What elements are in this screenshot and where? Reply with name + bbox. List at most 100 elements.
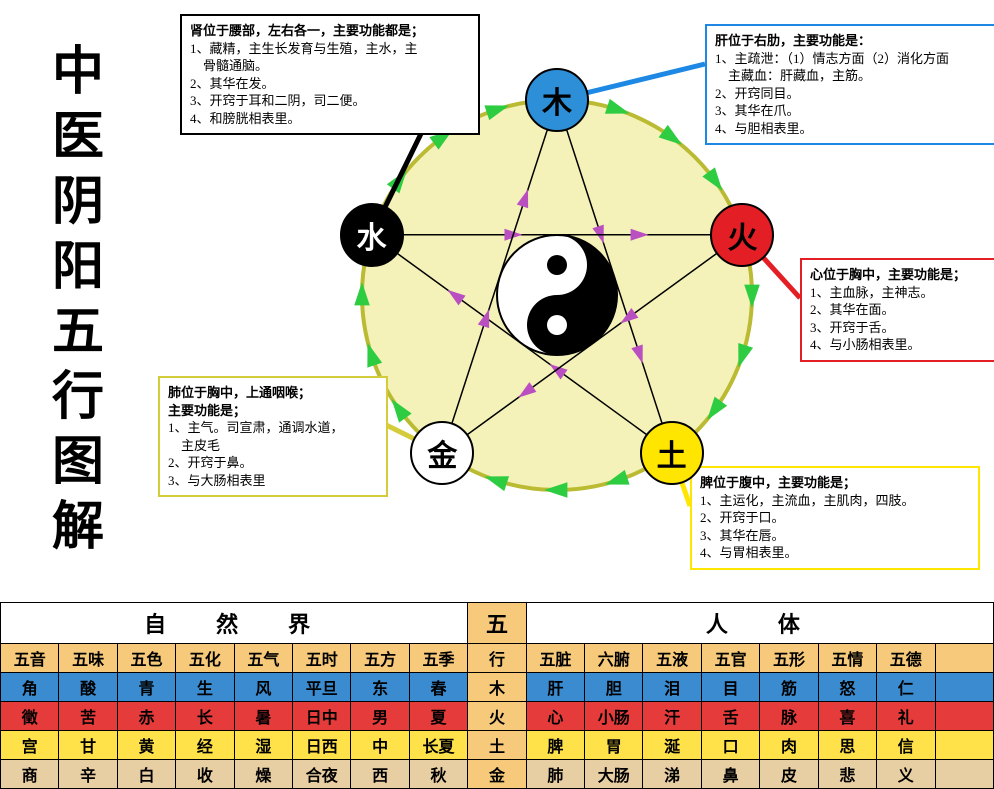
table-cell: 白	[117, 760, 175, 789]
table-header-cell: 五味	[59, 644, 117, 673]
table-cell: 信	[877, 731, 935, 760]
table-header-cell: 六腑	[585, 644, 643, 673]
table-cell: 酸	[59, 673, 117, 702]
table-header-cell: 行	[468, 644, 526, 673]
table-cell: 春	[409, 673, 467, 702]
table-header-cell: 五德	[877, 644, 935, 673]
element-earth: 土	[640, 421, 704, 485]
table-header-cell: 五音	[1, 644, 59, 673]
section-header-cell: 自 然 界	[1, 603, 468, 644]
table-cell: 男	[351, 702, 409, 731]
table-header-cell: 五官	[701, 644, 759, 673]
table-cell: 土	[468, 731, 526, 760]
correspondence-table: 自 然 界五人 体五音五味五色五化五气五时五方五季行五脏六腑五液五官五形五情五德…	[0, 602, 994, 789]
section-header-cell: 五	[468, 603, 526, 644]
table-cell: 汗	[643, 702, 701, 731]
table-row: 宫甘黄经湿日西中长夏土脾胃涎口肉思信	[1, 731, 994, 760]
table-cell: 筋	[760, 673, 818, 702]
table-cell: 西	[351, 760, 409, 789]
table-cell	[935, 673, 994, 702]
table-cell: 义	[877, 760, 935, 789]
info-heart-title: 心位于胸中，主要功能是；	[810, 267, 966, 282]
table-section-header: 自 然 界五人 体	[1, 603, 994, 644]
table-cell: 赤	[117, 702, 175, 731]
table-cell: 礼	[877, 702, 935, 731]
table-cell: 涎	[643, 731, 701, 760]
table-cell: 角	[1, 673, 59, 702]
table-cell: 泪	[643, 673, 701, 702]
table-cell: 风	[234, 673, 292, 702]
table-cell: 脾	[526, 731, 584, 760]
table-cell: 平旦	[293, 673, 351, 702]
table-cell: 小肠	[585, 702, 643, 731]
table-cell: 皮	[760, 760, 818, 789]
info-lung: 肺位于胸中，上通咽喉； 主要功能是； 1、主气。司宣肃，通调水道， 主皮毛 2、…	[158, 376, 388, 497]
info-kidney: 肾位于腰部，左右各一，主要功能都是； 1、藏精，主生长发育与生殖，主水，主 骨髓…	[180, 14, 480, 135]
table-header-cell: 五色	[117, 644, 175, 673]
table-cell: 经	[176, 731, 234, 760]
table-cell: 生	[176, 673, 234, 702]
table-cell: 黄	[117, 731, 175, 760]
table-header-cell: 五时	[293, 644, 351, 673]
table-cell: 宫	[1, 731, 59, 760]
table-cell: 商	[1, 760, 59, 789]
table-header-cell: 五化	[176, 644, 234, 673]
table-cell	[935, 760, 994, 789]
table-cell: 仁	[877, 673, 935, 702]
table-header-row: 五音五味五色五化五气五时五方五季行五脏六腑五液五官五形五情五德	[1, 644, 994, 673]
table-cell: 徵	[1, 702, 59, 731]
table-cell: 大肠	[585, 760, 643, 789]
table-row: 徵苦赤长暑日中男夏火心小肠汗舌脉喜礼	[1, 702, 994, 731]
table-cell: 合夜	[293, 760, 351, 789]
table-header-cell: 五方	[351, 644, 409, 673]
info-lung-title: 肺位于胸中，上通咽喉； 主要功能是；	[168, 385, 311, 418]
table-cell: 悲	[818, 760, 876, 789]
table-header-cell: 五液	[643, 644, 701, 673]
info-liver: 肝位于右肋，主要功能是： 1、主疏泄：（1）情志方面（2）消化方面 主藏血：肝藏…	[705, 24, 994, 145]
table-cell: 长夏	[409, 731, 467, 760]
info-spleen-title: 脾位于腹中，主要功能是；	[700, 475, 856, 490]
table-header-cell: 五气	[234, 644, 292, 673]
table-cell: 日西	[293, 731, 351, 760]
table-header-cell: 五脏	[526, 644, 584, 673]
table-header-cell: 五形	[760, 644, 818, 673]
table-cell: 怒	[818, 673, 876, 702]
table-cell: 中	[351, 731, 409, 760]
table-cell: 胃	[585, 731, 643, 760]
table-cell: 辛	[59, 760, 117, 789]
table-cell: 肺	[526, 760, 584, 789]
table-cell: 心	[526, 702, 584, 731]
table-cell: 肝	[526, 673, 584, 702]
table-header-cell: 五季	[409, 644, 467, 673]
table-cell: 脉	[760, 702, 818, 731]
table-cell: 金	[468, 760, 526, 789]
table-header-cell	[935, 644, 994, 673]
info-kidney-title: 肾位于腰部，左右各一，主要功能都是；	[190, 23, 424, 38]
section-header-cell: 人 体	[526, 603, 993, 644]
table-cell: 喜	[818, 702, 876, 731]
element-water: 水	[340, 203, 404, 267]
info-spleen: 脾位于腹中，主要功能是； 1、主运化，主流血，主肌肉，四肢。 2、开窍于口。 3…	[690, 466, 980, 570]
info-heart: 心位于胸中，主要功能是； 1、主血脉，主神志。 2、其华在面。 3、开窍于舌。 …	[800, 258, 994, 362]
table-cell: 目	[701, 673, 759, 702]
table-cell: 夏	[409, 702, 467, 731]
table-cell: 思	[818, 731, 876, 760]
table-cell: 鼻	[701, 760, 759, 789]
table-cell: 口	[701, 731, 759, 760]
element-metal: 金	[410, 421, 474, 485]
table-cell: 胆	[585, 673, 643, 702]
table-row: 商辛白收燥合夜西秋金肺大肠涕鼻皮悲义	[1, 760, 994, 789]
table-cell	[935, 731, 994, 760]
table-cell: 湿	[234, 731, 292, 760]
info-liver-title: 肝位于右肋，主要功能是：	[715, 33, 871, 48]
element-wood: 木	[525, 68, 589, 132]
table-cell: 青	[117, 673, 175, 702]
table-cell: 东	[351, 673, 409, 702]
table-cell: 舌	[701, 702, 759, 731]
table-cell: 肉	[760, 731, 818, 760]
table-cell: 长	[176, 702, 234, 731]
table-cell: 涕	[643, 760, 701, 789]
element-fire: 火	[710, 203, 774, 267]
table-cell	[935, 702, 994, 731]
five-elements-diagram: 木火土 金 水 肾位于腰部，左右各一，主要功能都是； 1、藏精，主生长发育与生殖，主水…	[120, 0, 994, 590]
